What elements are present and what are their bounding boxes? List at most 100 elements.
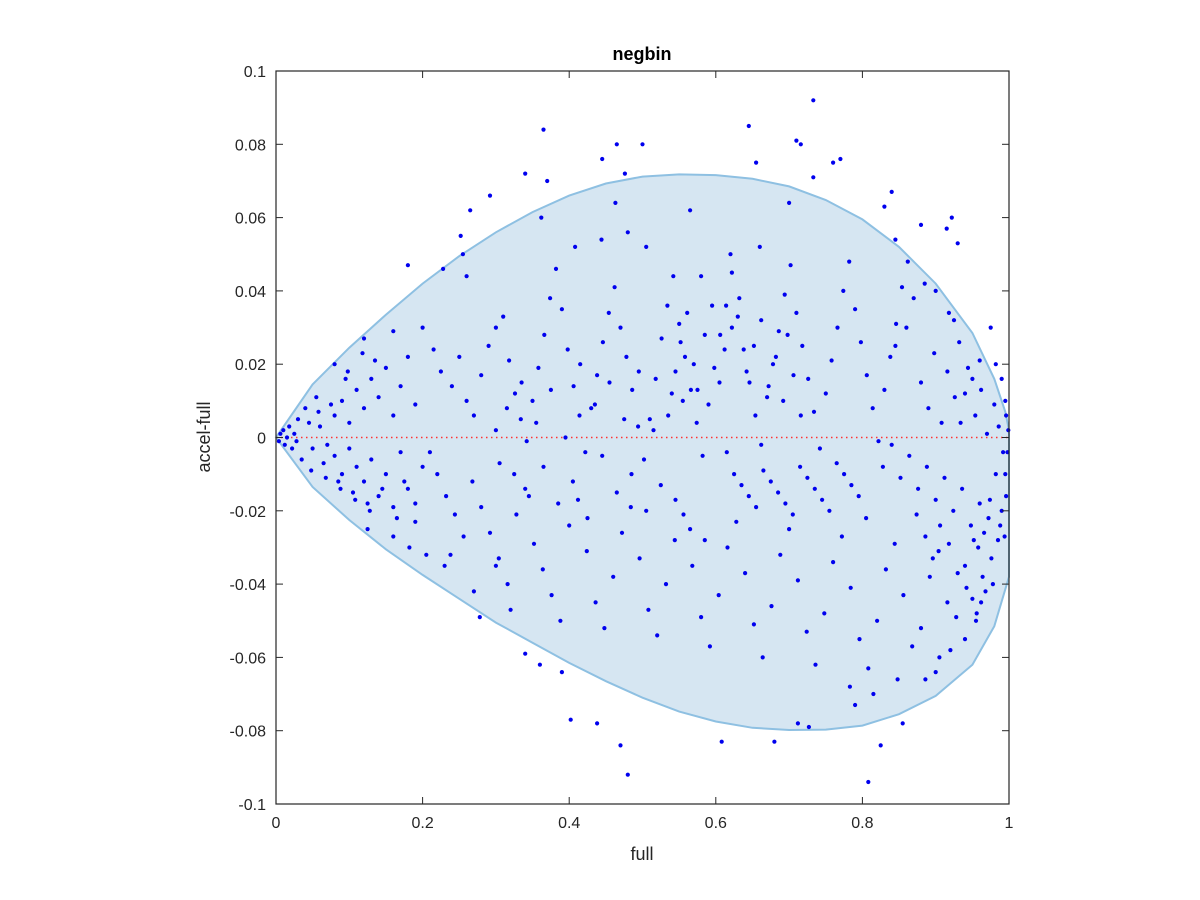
data-point	[753, 413, 758, 418]
data-point	[717, 380, 722, 385]
data-point	[292, 431, 297, 436]
data-point	[911, 296, 916, 301]
data-point	[710, 303, 715, 308]
data-point	[834, 461, 839, 466]
data-point	[536, 365, 541, 370]
data-point	[954, 615, 959, 620]
data-point	[541, 127, 546, 132]
data-point	[785, 332, 790, 337]
data-point	[737, 296, 742, 301]
data-point	[391, 534, 396, 539]
data-point	[983, 589, 988, 594]
data-point	[864, 516, 869, 521]
data-point	[916, 486, 921, 491]
data-point	[556, 501, 561, 506]
y-tick-label: -0.04	[230, 577, 267, 594]
data-point	[880, 464, 886, 469]
data-point	[805, 475, 810, 480]
data-point	[806, 724, 812, 730]
data-point	[287, 424, 292, 429]
data-point	[391, 413, 396, 418]
data-point	[458, 233, 463, 238]
data-point	[944, 226, 949, 231]
data-point	[728, 252, 733, 257]
data-point	[486, 343, 491, 348]
data-point	[612, 285, 617, 290]
data-point	[849, 483, 854, 488]
data-point	[468, 208, 473, 213]
data-point	[629, 472, 634, 477]
data-point	[600, 156, 605, 162]
data-point	[718, 332, 723, 337]
data-point	[420, 325, 425, 330]
data-point	[600, 340, 606, 345]
data-point	[372, 358, 378, 363]
data-point	[457, 354, 462, 359]
data-point	[624, 354, 629, 359]
data-point	[918, 380, 924, 385]
data-point	[695, 387, 700, 392]
data-point	[681, 512, 686, 517]
data-point	[905, 259, 910, 264]
data-point	[534, 420, 539, 425]
data-point	[858, 340, 864, 345]
data-point	[871, 691, 876, 697]
data-point	[577, 413, 582, 418]
data-point	[735, 314, 740, 319]
data-point	[958, 420, 963, 425]
data-point	[523, 171, 528, 176]
data-point	[901, 593, 906, 598]
data-point	[759, 318, 764, 323]
data-point	[899, 285, 905, 290]
data-point	[599, 237, 604, 242]
data-point	[787, 527, 792, 532]
data-point	[812, 486, 817, 491]
data-point	[524, 439, 529, 444]
data-point	[413, 402, 418, 407]
data-point	[487, 530, 493, 535]
data-point	[593, 600, 598, 605]
data-point	[391, 329, 396, 334]
data-point	[613, 200, 618, 205]
data-point	[625, 230, 630, 235]
data-point	[768, 479, 773, 484]
data-point	[630, 387, 635, 392]
data-point	[413, 501, 418, 506]
data-point	[769, 604, 774, 609]
data-point	[732, 472, 737, 477]
data-point	[1002, 534, 1007, 539]
data-point	[537, 662, 543, 667]
data-point	[487, 193, 493, 198]
data-point	[493, 428, 498, 433]
data-point	[365, 501, 370, 506]
data-point	[982, 530, 987, 535]
data-point	[441, 266, 446, 271]
data-point	[882, 387, 887, 392]
data-point	[998, 523, 1003, 528]
data-point	[651, 428, 656, 433]
data-point	[965, 365, 971, 370]
data-point	[332, 413, 337, 418]
data-point	[558, 618, 563, 623]
data-point	[618, 743, 623, 748]
data-point	[783, 501, 788, 506]
data-point	[945, 600, 950, 605]
data-point	[343, 376, 348, 381]
data-point	[951, 508, 956, 513]
data-point	[699, 274, 704, 279]
data-point	[606, 310, 611, 315]
data-point	[922, 281, 927, 286]
data-point	[835, 325, 840, 330]
data-point	[984, 431, 990, 436]
data-point	[765, 395, 770, 400]
data-point	[583, 450, 588, 455]
data-point	[321, 461, 326, 466]
data-point	[665, 303, 670, 308]
data-point	[644, 508, 649, 513]
data-point	[625, 772, 630, 777]
data-point	[866, 779, 871, 785]
data-point	[781, 398, 786, 403]
data-point	[999, 508, 1004, 513]
data-point	[857, 637, 862, 642]
data-point	[918, 222, 924, 227]
